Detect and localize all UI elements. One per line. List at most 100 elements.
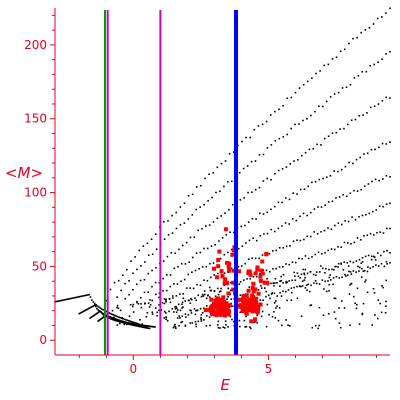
black-point: [148, 325, 150, 328]
black-point: [309, 270, 312, 273]
black-point: [210, 245, 213, 247]
black-point: [230, 267, 233, 270]
black-point: [315, 271, 318, 273]
black-point: [146, 311, 149, 314]
black-point: [149, 325, 151, 328]
black-point: [241, 140, 243, 143]
black-point: [91, 299, 93, 301]
black-point: [329, 96, 332, 98]
black-point: [265, 325, 268, 328]
black-point: [299, 239, 302, 242]
red-point: [244, 307, 249, 312]
black-point: [319, 265, 322, 267]
black-point: [81, 311, 84, 313]
black-point: [273, 230, 276, 233]
red-point: [207, 307, 212, 312]
black-point: [244, 326, 247, 328]
black-point: [183, 278, 186, 281]
black-point: [202, 295, 205, 297]
black-point: [176, 309, 179, 311]
black-point: [356, 237, 359, 239]
black-point: [268, 252, 271, 255]
black-point: [163, 298, 166, 300]
black-point: [174, 323, 176, 326]
black-point: [219, 190, 221, 193]
black-point: [184, 313, 187, 315]
red-point: [218, 310, 223, 315]
black-point: [324, 280, 326, 283]
black-point: [389, 7, 391, 10]
black-point: [309, 290, 311, 293]
black-point: [156, 311, 159, 314]
black-point: [116, 315, 119, 318]
black-point: [119, 309, 122, 312]
black-point: [266, 177, 269, 180]
black-point: [132, 303, 135, 306]
x-tick-label: 5: [265, 362, 273, 376]
black-point: [291, 217, 294, 220]
red-point: [259, 268, 264, 273]
black-point: [208, 173, 210, 176]
black-point: [331, 200, 334, 203]
black-point: [361, 312, 364, 315]
black-point: [341, 300, 343, 302]
black-point: [102, 316, 104, 319]
black-point: [278, 307, 281, 309]
black-point: [119, 322, 121, 325]
black-point: [245, 136, 247, 139]
black-point: [377, 299, 380, 301]
black-point: [285, 319, 287, 321]
black-point: [250, 327, 252, 330]
black-point: [313, 208, 316, 210]
black-point: [252, 275, 255, 278]
black-point: [174, 252, 176, 255]
black-point: [294, 261, 297, 264]
red-point: [253, 317, 258, 322]
black-point: [316, 143, 318, 146]
black-point: [122, 317, 124, 320]
red-point: [240, 305, 245, 310]
black-point: [275, 267, 278, 270]
black-point: [350, 242, 352, 245]
black-point: [261, 123, 264, 126]
black-point: [74, 296, 76, 299]
black-point: [255, 239, 258, 242]
black-point: [261, 254, 264, 256]
black-point: [331, 58, 334, 60]
black-point: [276, 295, 279, 297]
black-point: [304, 268, 307, 271]
black-point: [141, 324, 144, 327]
black-point: [93, 314, 95, 317]
black-point: [314, 110, 316, 113]
black-point: [118, 319, 120, 321]
black-point: [356, 287, 359, 290]
red-point: [226, 312, 231, 317]
black-point: [265, 120, 268, 123]
black-point: [342, 269, 345, 271]
black-point: [119, 316, 122, 319]
black-point: [176, 283, 179, 285]
black-point: [78, 295, 80, 298]
black-point: [300, 315, 303, 318]
black-point: [379, 231, 382, 233]
black-point: [205, 305, 208, 307]
black-point: [140, 306, 143, 309]
black-point: [342, 194, 344, 196]
black-point: [348, 270, 350, 273]
black-point: [113, 281, 116, 284]
black-point: [86, 308, 88, 311]
black-point: [248, 239, 251, 242]
black-point: [344, 220, 347, 222]
black-point: [187, 273, 190, 276]
red-point: [216, 308, 221, 313]
black-point: [193, 236, 196, 239]
black-point: [191, 214, 194, 216]
red-point: [226, 291, 231, 296]
black-point: [243, 319, 246, 322]
black-point: [224, 320, 227, 322]
red-point: [219, 306, 224, 311]
black-point: [302, 268, 305, 271]
black-point: [389, 141, 391, 143]
black-point: [216, 217, 219, 220]
black-point: [121, 321, 124, 323]
